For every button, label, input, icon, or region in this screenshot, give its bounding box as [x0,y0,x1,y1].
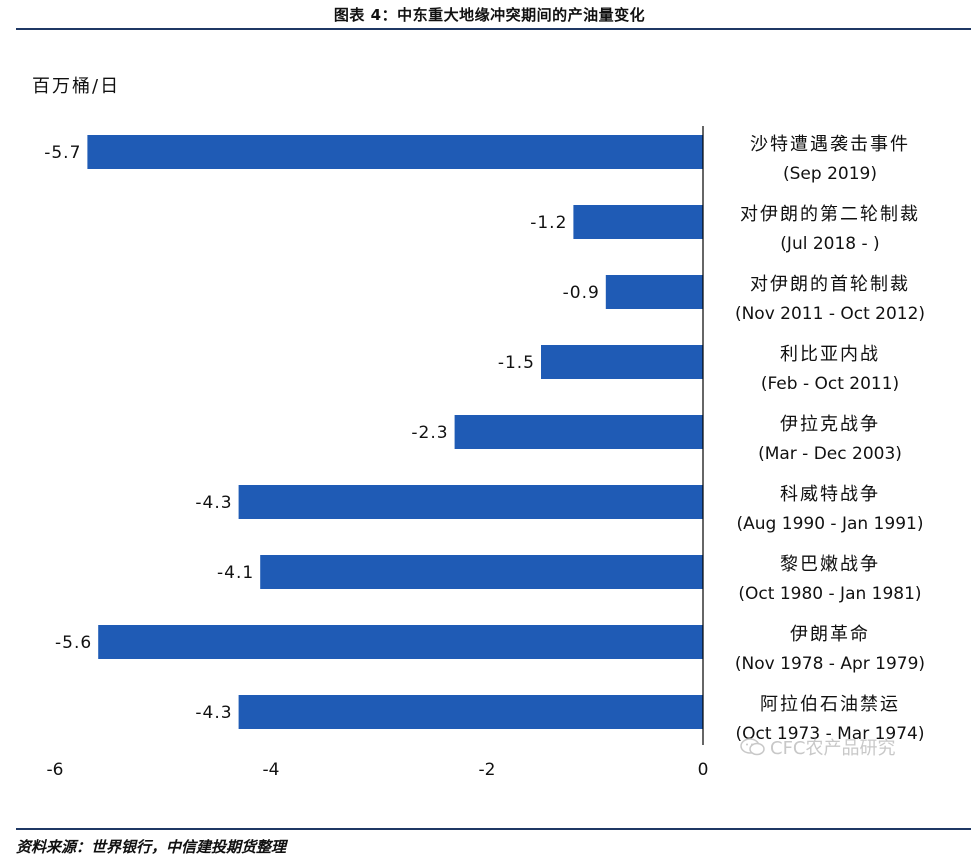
category-period-label: (Jul 2018 - ) [780,234,879,254]
category-period-label: (Oct 1973 - Mar 1974) [735,724,924,744]
x-tick-label: 0 [698,760,709,780]
data-label: -4.3 [195,493,232,513]
category-period-label: (Nov 1978 - Apr 1979) [735,654,925,674]
x-tick-label: -6 [47,760,64,780]
x-tick-label: -4 [263,760,280,780]
x-tick-label: -2 [479,760,496,780]
data-label: -4.3 [195,703,232,723]
category-label: 黎巴嫩战争 [780,554,880,575]
y-axis-unit-label: 百万桶/日 [32,76,120,97]
data-label: -0.9 [563,283,600,303]
category-label: 伊朗革命 [790,624,870,645]
data-label: -4.1 [217,563,254,583]
top-rule [16,28,971,30]
category-period-label: (Aug 1990 - Jan 1991) [737,514,924,534]
category-label: 对伊朗的首轮制裁 [750,274,910,295]
watermark: CFC农产品研究 [740,734,896,760]
category-label: 对伊朗的第二轮制裁 [740,204,920,225]
data-label: -5.7 [44,143,81,163]
data-label: -1.2 [530,213,567,233]
category-period-label: (Oct 1980 - Jan 1981) [738,584,921,604]
wechat-icon [740,737,766,757]
data-label: -2.3 [411,423,448,443]
category-label: 阿拉伯石油禁运 [760,694,900,715]
bar [98,625,703,659]
category-label: 利比亚内战 [780,344,880,365]
category-period-label: (Mar - Dec 2003) [758,444,902,464]
bottom-rule [16,828,971,830]
chart-title: 图表 4：中东重大地缘冲突期间的产油量变化 [333,6,646,24]
bar [454,415,703,449]
bar [238,695,703,729]
bar [605,275,703,309]
category-period-label: (Sep 2019) [783,164,877,184]
category-period-label: (Nov 2011 - Oct 2012) [735,304,925,324]
bar [87,135,703,169]
category-label: 沙特遭遇袭击事件 [750,134,910,155]
source-note: 资料来源：世界银行，中信建投期货整理 [16,838,287,856]
category-label: 科威特战争 [780,484,880,505]
bar [573,205,703,239]
category-period-label: (Feb - Oct 2011) [761,374,899,394]
bar [238,485,703,519]
bar [541,345,703,379]
data-label: -1.5 [498,353,535,373]
bar [260,555,703,589]
bar-chart: 百万桶/日 -5.7 沙特遭遇袭击事件 (Sep 2019) -1.2 对伊朗的第二轮制… [32,76,925,780]
watermark-text: CFC农产品研究 [770,738,896,759]
category-label: 伊拉克战争 [780,414,880,435]
data-label: -5.6 [55,633,92,653]
